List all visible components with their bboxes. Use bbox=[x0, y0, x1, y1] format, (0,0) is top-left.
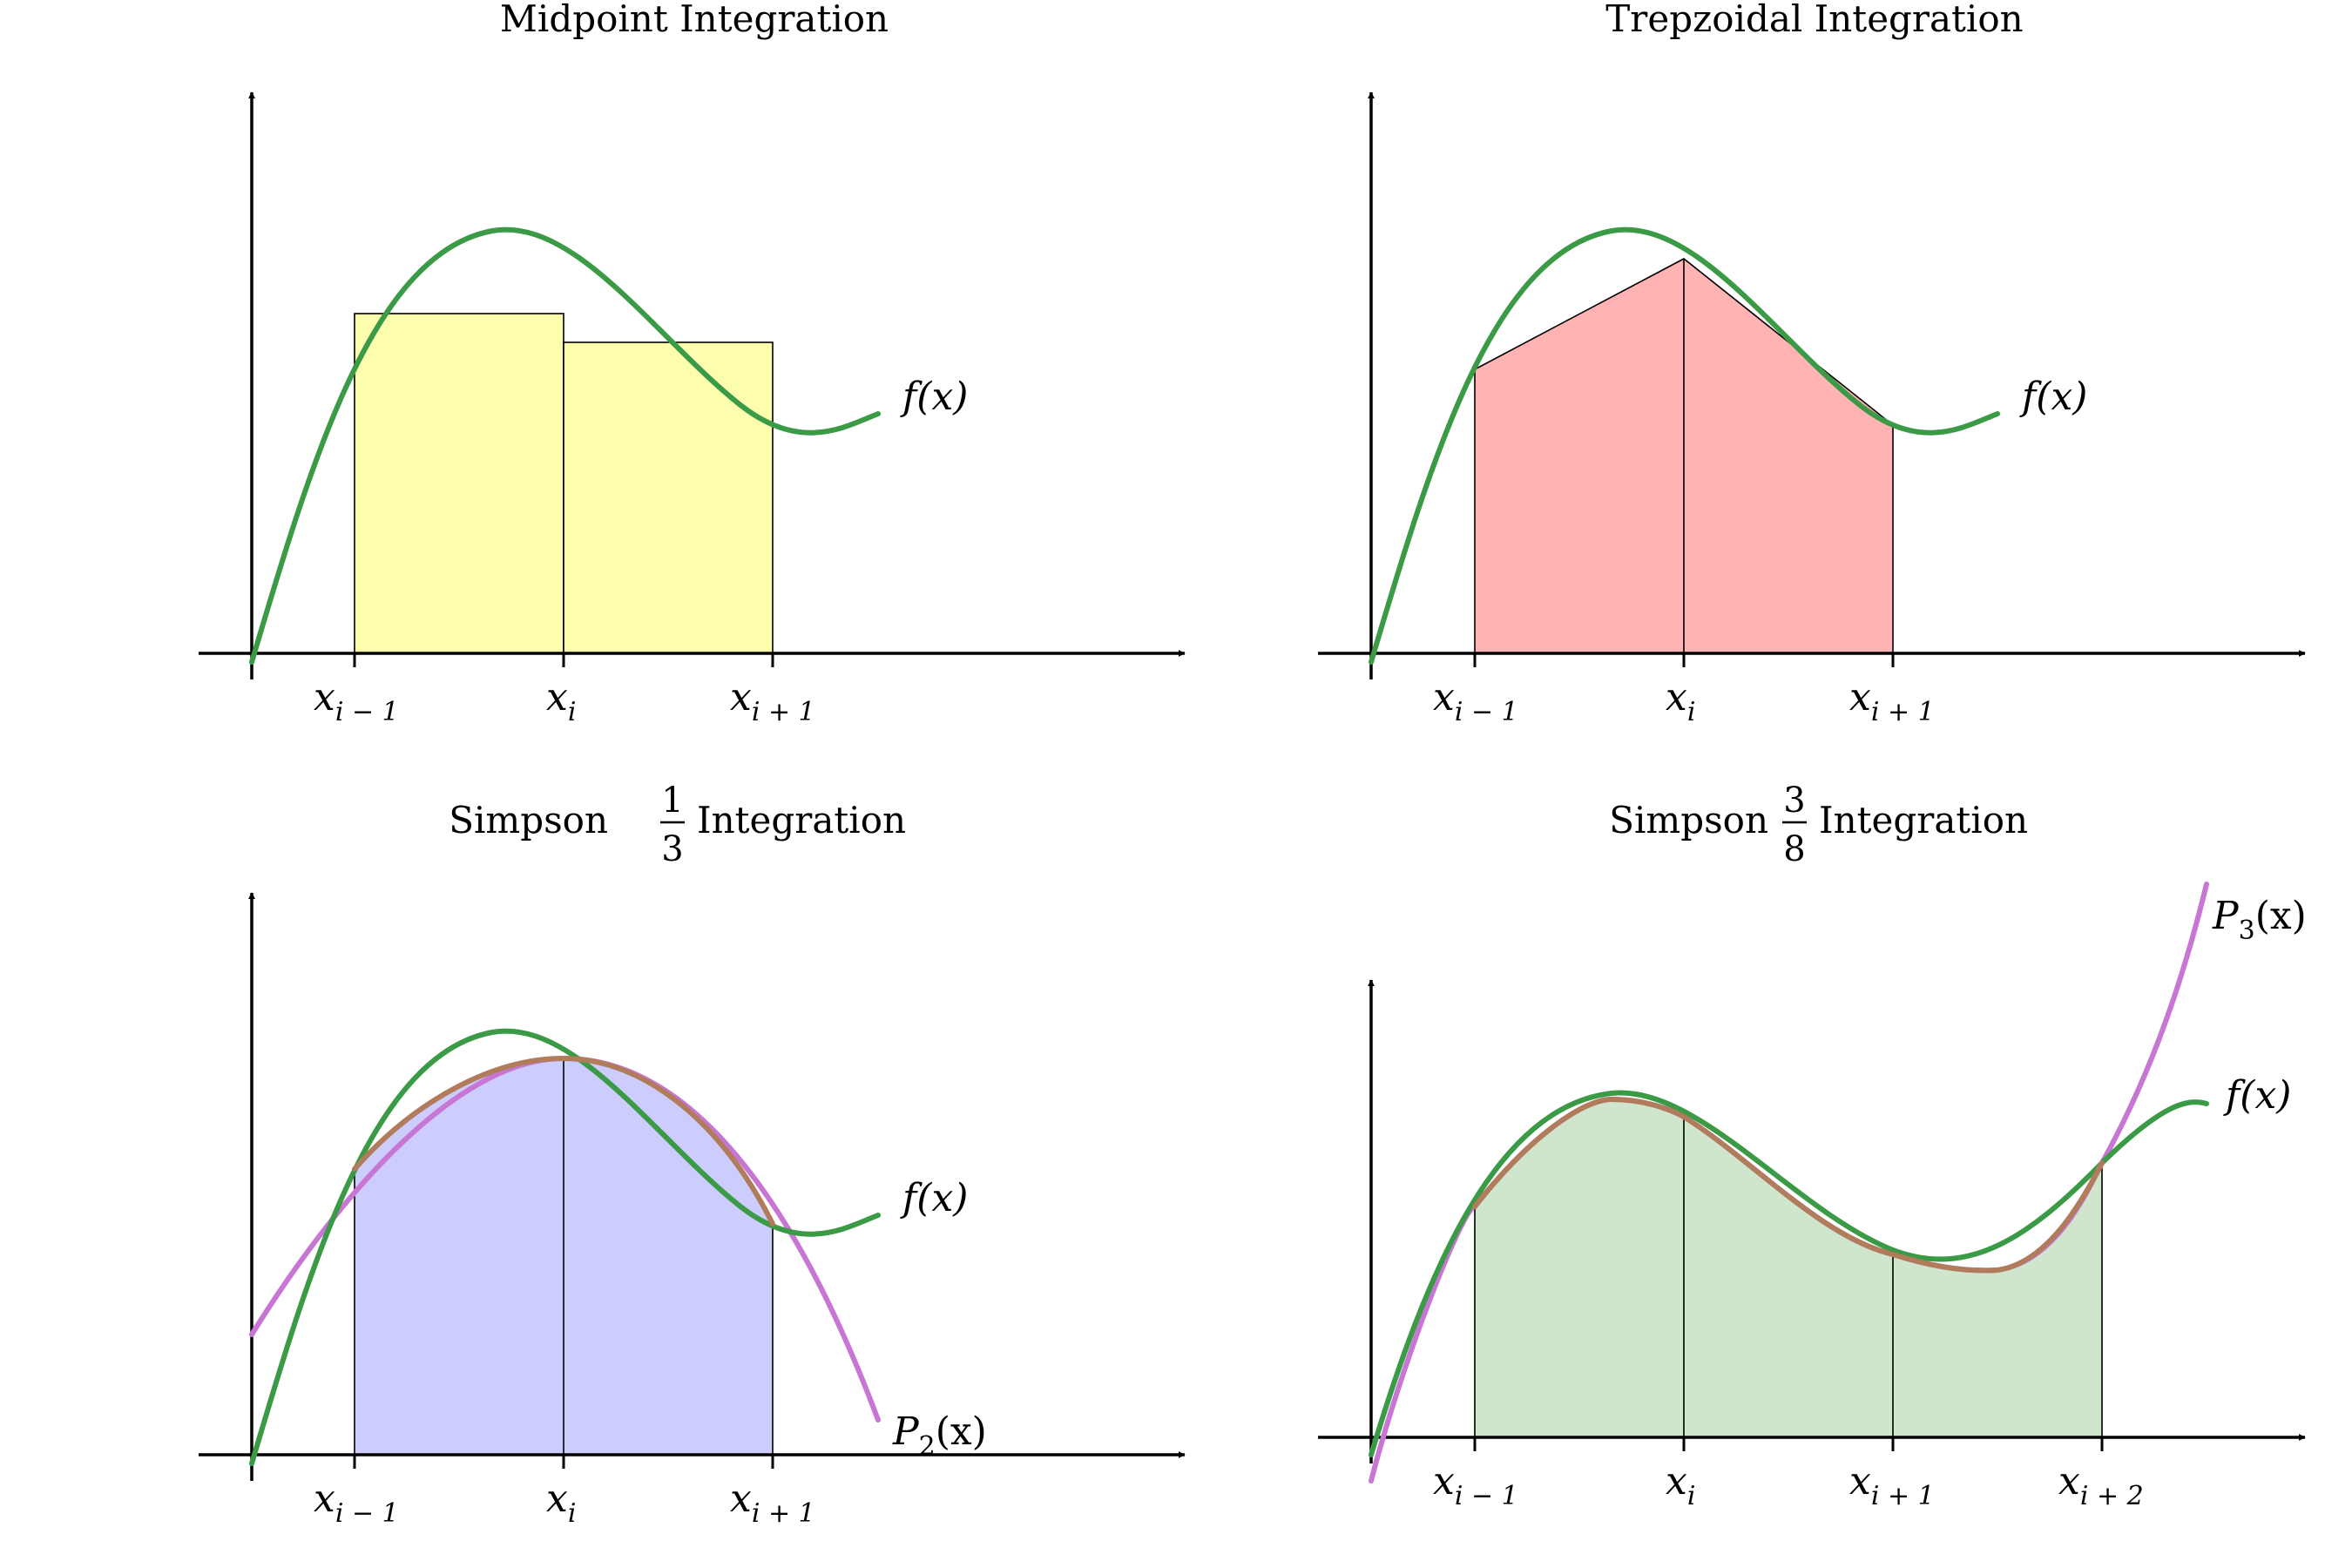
midpoint-rectangle-left bbox=[354, 313, 564, 654]
panel-title: Trepzoidal Integration bbox=[1605, 0, 2023, 40]
poly-label: P3(x) bbox=[2212, 894, 2307, 946]
fraction-denominator: 8 bbox=[1783, 829, 1805, 869]
overlap-curve bbox=[1472, 1096, 2105, 1274]
title-right: Integration bbox=[697, 799, 906, 841]
title-left: Simpson bbox=[449, 799, 608, 841]
panel-title: Simpson 1 3 Integration bbox=[449, 781, 906, 869]
simpson-area bbox=[1475, 1099, 2102, 1437]
curve-label: f(x) bbox=[2019, 375, 2087, 419]
tick-label-x-i-minus-1: xi − 1 bbox=[1433, 675, 1518, 727]
panel-simpson-three-eighths: Simpson 3 8 Integration f(x) P3(x) xi − … bbox=[1318, 781, 2307, 1511]
fraction-numerator: 1 bbox=[661, 781, 683, 821]
tick-label-x-i-plus-1: xi + 1 bbox=[1849, 675, 1935, 727]
tick-label-x-i-minus-1: xi − 1 bbox=[314, 1477, 399, 1529]
panel-midpoint: Midpoint Integration f(x) xi − 1 xi xi +… bbox=[199, 0, 1186, 727]
tick-label-x-i-plus-1: xi + 1 bbox=[730, 1477, 815, 1529]
curve-label: f(x) bbox=[900, 1176, 968, 1220]
curve-label: f(x) bbox=[900, 375, 968, 419]
title-right: Integration bbox=[1819, 799, 2028, 841]
overlap-curve bbox=[352, 1055, 775, 1227]
poly-label: P2(x) bbox=[892, 1409, 987, 1462]
panel-title: Midpoint Integration bbox=[500, 0, 889, 40]
f-curve bbox=[1369, 226, 2000, 665]
tick-label-x-i-plus-1: xi + 1 bbox=[1849, 1459, 1935, 1511]
tick-label-x-i-minus-1: xi − 1 bbox=[314, 675, 399, 727]
curve-label: f(x) bbox=[2223, 1073, 2291, 1118]
panel-title: Simpson 3 8 Integration bbox=[1609, 781, 2028, 869]
f-curve bbox=[249, 1028, 881, 1466]
tick-label-x-i: xi bbox=[546, 1477, 576, 1529]
tick-label-x-i: xi bbox=[1666, 1459, 1695, 1511]
midpoint-rectangle-right bbox=[563, 341, 774, 654]
title-left: Simpson bbox=[1609, 799, 1768, 841]
tick-label-x-i-minus-1: xi − 1 bbox=[1433, 1459, 1518, 1511]
fraction-numerator: 3 bbox=[1783, 781, 1805, 821]
panel-trapezoidal: Trepzoidal Integration f(x) xi − 1 xi xi… bbox=[1318, 0, 2306, 727]
f-curve bbox=[249, 226, 881, 665]
panel-simpson-one-third: Simpson 1 3 Integration f(x) P2(x) xi − … bbox=[199, 781, 1186, 1529]
tick-label-x-i-plus-1: xi + 1 bbox=[730, 675, 815, 727]
fraction-denominator: 3 bbox=[661, 829, 683, 869]
tick-label-x-i: xi bbox=[1666, 675, 1695, 727]
tick-label-x-i: xi bbox=[546, 675, 576, 727]
tick-label-x-i-plus-2: xi + 2 bbox=[2058, 1459, 2144, 1511]
